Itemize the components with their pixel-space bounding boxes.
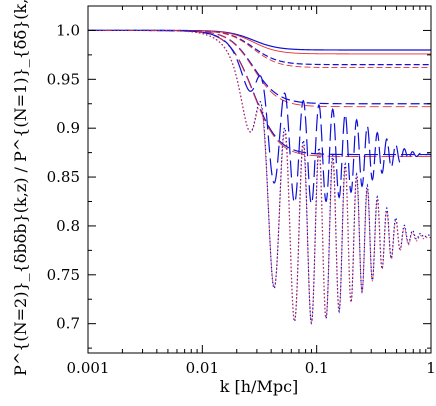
y-tick-label: 0.8: [56, 217, 80, 235]
y-tick-label: 0.85: [47, 168, 80, 186]
plot-frame: [87, 5, 432, 354]
y-tick-label: 0.9: [56, 119, 80, 137]
series-line-1: [88, 29, 431, 51]
x-tick-label: 1: [426, 359, 436, 377]
series-line-9: [88, 29, 432, 205]
y-tick-label: 0.75: [47, 266, 80, 284]
series-line-6: [88, 29, 431, 108]
y-axis-label: P^{(N=2)}_{δbδb}(k,z) / P^{(N=1)}_{δ̄δ̄}…: [11, 0, 30, 376]
curve-group: [88, 29, 432, 325]
series-line-4: [88, 29, 431, 69]
x-axis-label: k [h/Mpc]: [220, 377, 299, 396]
series-line-11: [88, 29, 432, 324]
series-line-3: [88, 29, 431, 66]
y-tick-label: 1.0: [56, 21, 80, 39]
x-tick-labels: 0.001 0.01 0.1 1: [67, 359, 436, 377]
series-line-8: [88, 29, 431, 157]
x-tick-label: 0.01: [186, 359, 219, 377]
y-tick-labels: 0.7 0.75 0.8 0.85 0.9 0.95 1.0: [47, 21, 80, 332]
y-tick-label: 0.95: [47, 70, 80, 88]
tick-group: [87, 5, 432, 353]
series-line-5: [88, 29, 431, 105]
x-tick-label: 0.001: [67, 359, 110, 377]
x-tick-label: 0.1: [305, 359, 329, 377]
series-line-10: [88, 29, 432, 325]
series-line-7: [88, 29, 431, 156]
y-tick-label: 0.7: [56, 315, 80, 333]
